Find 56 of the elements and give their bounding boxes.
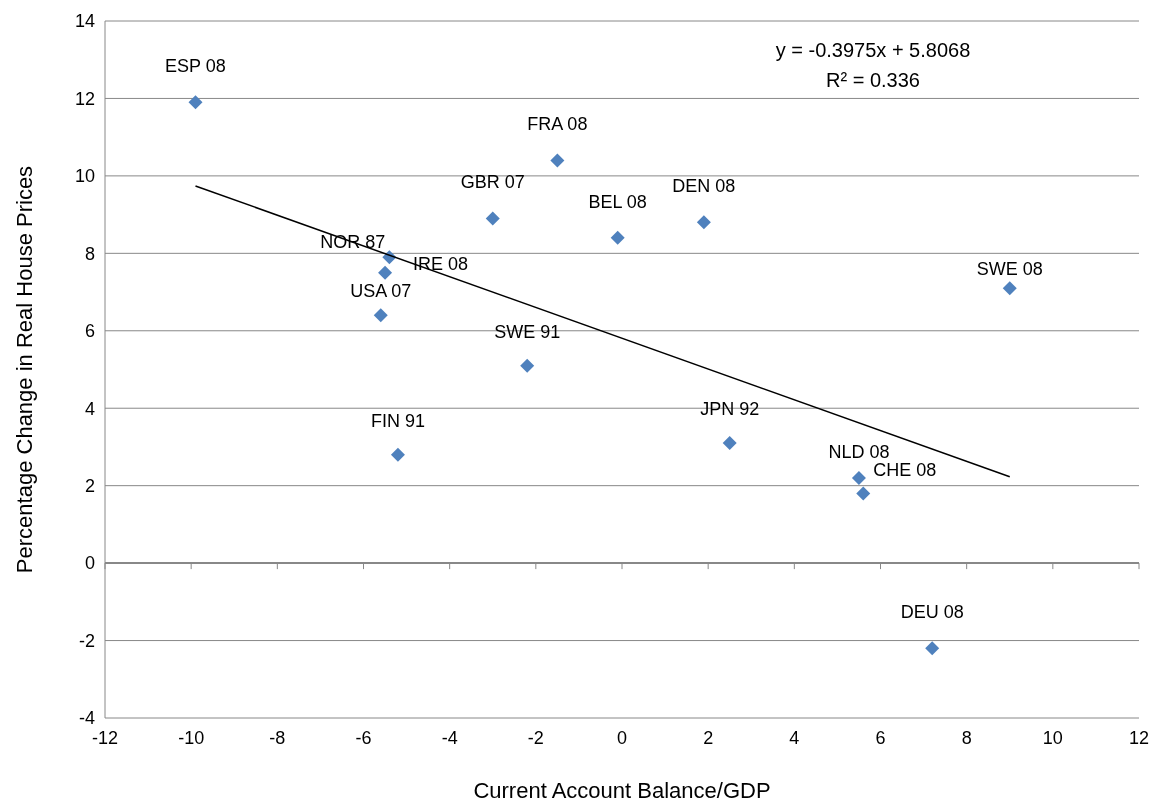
annotation: SWE 08 bbox=[976, 259, 1043, 280]
y-tick-label: 10 bbox=[74, 166, 95, 187]
y-tick-label: -4 bbox=[78, 708, 95, 729]
point bbox=[696, 215, 711, 230]
annotation: ESP 08 bbox=[165, 56, 226, 77]
annotation: IRE 08 bbox=[413, 253, 469, 274]
annotation: NLD 08 bbox=[828, 441, 890, 462]
annotation: y = -0.3975x + 5.8068 bbox=[775, 39, 971, 61]
annotation: SWE 91 bbox=[494, 321, 561, 342]
y-tick-label: 4 bbox=[84, 398, 95, 419]
x-tick-label: 4 bbox=[789, 728, 800, 748]
x-tick-label: -6 bbox=[355, 728, 372, 748]
point bbox=[520, 358, 535, 373]
x-tick-label: -8 bbox=[269, 728, 286, 748]
point bbox=[390, 447, 405, 462]
x-tick-label: -12 bbox=[91, 728, 119, 748]
point bbox=[856, 486, 871, 501]
annotation: DEN 08 bbox=[672, 176, 736, 197]
y-tick-label: -2 bbox=[78, 630, 95, 651]
point bbox=[188, 95, 203, 110]
annotation: JPN 92 bbox=[700, 399, 760, 420]
y-tick-label: 6 bbox=[84, 321, 95, 342]
point bbox=[550, 153, 565, 168]
y-tick-label: 12 bbox=[74, 88, 95, 109]
y-tick-label: 8 bbox=[84, 243, 95, 264]
x-tick-label: -2 bbox=[527, 728, 544, 748]
x-axis-title: Current Account Balance/GDP bbox=[473, 778, 771, 803]
annotation: DEU 08 bbox=[900, 602, 964, 623]
annotation: USA 07 bbox=[350, 281, 412, 302]
x-tick-label: 0 bbox=[616, 728, 628, 748]
y-axis-title: Percentage Change in Real House Prices bbox=[12, 165, 37, 574]
y-tick-label: 0 bbox=[84, 553, 95, 574]
annotation: NOR 87 bbox=[320, 232, 386, 253]
point bbox=[378, 265, 393, 280]
x-tick-label: -10 bbox=[178, 728, 205, 748]
point bbox=[485, 211, 500, 226]
annotation: R² = 0.336 bbox=[826, 69, 920, 91]
point bbox=[373, 308, 388, 323]
x-tick-label: 10 bbox=[1042, 728, 1063, 748]
x-tick-label: -4 bbox=[441, 728, 458, 748]
point bbox=[851, 470, 866, 485]
y-tick-label: 2 bbox=[84, 475, 95, 496]
annotation: FIN 91 bbox=[370, 410, 425, 431]
x-tick-label: 6 bbox=[875, 728, 886, 748]
x-tick-label: 12 bbox=[1128, 728, 1150, 748]
point bbox=[925, 641, 940, 656]
point bbox=[1002, 281, 1017, 296]
point bbox=[722, 436, 737, 451]
x-tick-label: 8 bbox=[961, 728, 972, 748]
annotation: FRA 08 bbox=[527, 114, 588, 135]
annotation: BEL 08 bbox=[588, 191, 647, 212]
point bbox=[610, 230, 625, 245]
x-tick-label: 2 bbox=[703, 728, 714, 748]
annotation: GBR 07 bbox=[460, 172, 525, 193]
annotation: CHE 08 bbox=[873, 460, 937, 481]
y-tick-label: 14 bbox=[74, 11, 95, 32]
